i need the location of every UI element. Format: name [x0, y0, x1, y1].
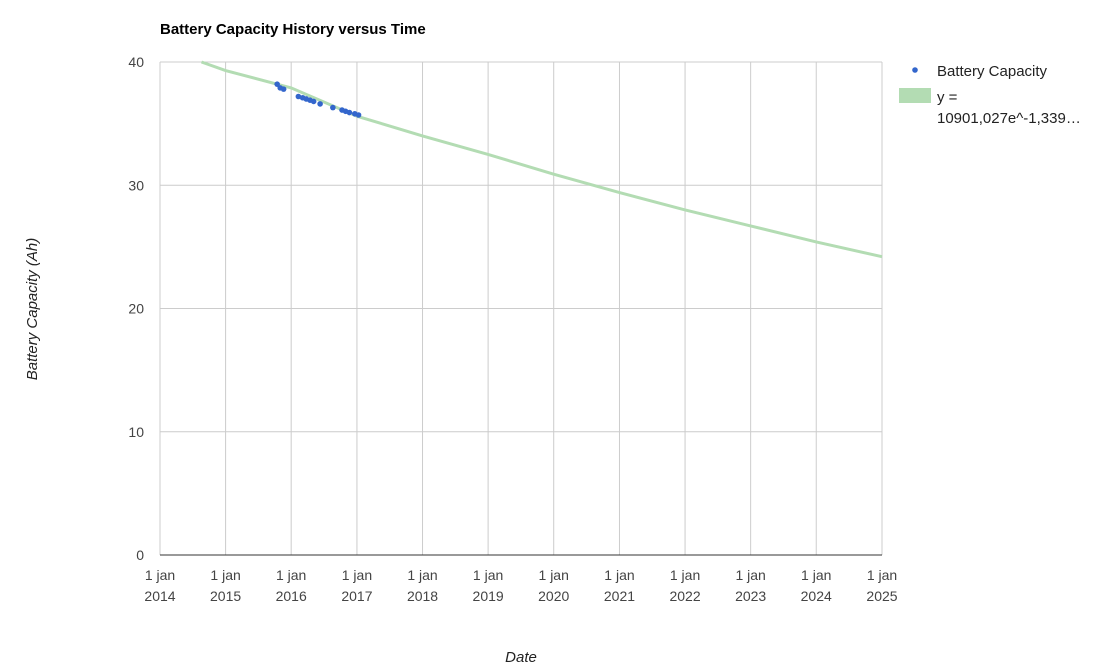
x-tick-label-year: 2020 — [538, 588, 569, 604]
data-point — [280, 86, 287, 92]
data-point — [274, 81, 280, 87]
x-tick-label: 1 jan — [539, 567, 569, 583]
trendline — [200, 60, 883, 259]
chart-title: Battery Capacity History versus Time — [160, 21, 426, 38]
x-tick-label: 1 jan — [473, 567, 503, 583]
x-tick-label: 1 jan — [276, 567, 306, 583]
y-tick-label: 10 — [128, 424, 144, 440]
legend-marker-trend — [899, 88, 931, 103]
y-axis-title: Battery Capacity (Ah) — [24, 238, 41, 381]
x-tick-label: 1 jan — [867, 567, 897, 583]
x-tick-label-year: 2022 — [669, 588, 700, 604]
x-tick-label: 1 jan — [670, 567, 700, 583]
y-tick-label: 30 — [128, 177, 144, 193]
legend-marker-points — [912, 67, 918, 73]
data-point — [346, 109, 353, 116]
data-point — [317, 101, 323, 107]
x-tick-label-year: 2015 — [210, 588, 241, 604]
x-tick-label: 1 jan — [145, 567, 175, 583]
legend: Battery Capacity y = 10901,027e^-1,339… — [899, 63, 1081, 127]
data-point — [295, 93, 302, 100]
x-tick-label-year: 2019 — [473, 588, 504, 604]
plot-area — [200, 60, 883, 259]
x-tick-label: 1 jan — [801, 567, 831, 583]
legend-label-trend-line1: y = — [937, 89, 958, 106]
legend-label-points: Battery Capacity — [937, 63, 1048, 80]
data-point — [310, 98, 317, 105]
x-tick-label-year: 2021 — [604, 588, 635, 604]
x-tick-label-year: 2016 — [276, 588, 307, 604]
x-tick-label: 1 jan — [604, 567, 634, 583]
x-tick-label: 1 jan — [210, 567, 240, 583]
gridlines — [159, 61, 883, 556]
x-tick-label-year: 2018 — [407, 588, 438, 604]
x-tick-label-year: 2017 — [341, 588, 372, 604]
x-tick-label: 1 jan — [735, 567, 765, 583]
y-tick-label: 0 — [136, 547, 144, 563]
x-tick-label: 1 jan — [342, 567, 372, 583]
x-tick-label-year: 2024 — [801, 588, 832, 604]
y-tick-label: 40 — [128, 54, 144, 70]
y-tick-label: 20 — [128, 301, 144, 317]
x-tick-label-year: 2023 — [735, 588, 766, 604]
x-tick-label: 1 jan — [407, 567, 437, 583]
data-point — [330, 104, 336, 111]
y-axis-ticks: 0 10 20 30 40 — [128, 54, 144, 563]
x-tick-label-year: 2025 — [866, 588, 897, 604]
x-axis-title: Date — [505, 649, 537, 666]
legend-label-trend-line2: 10901,027e^-1,339… — [937, 110, 1081, 127]
data-point — [355, 112, 362, 118]
x-axis-ticks: 1 jan 2014 1 jan 2015 1 jan 2016 1 jan 2017 1 ja… — [144, 567, 897, 604]
x-tick-label-year: 2014 — [144, 588, 175, 604]
